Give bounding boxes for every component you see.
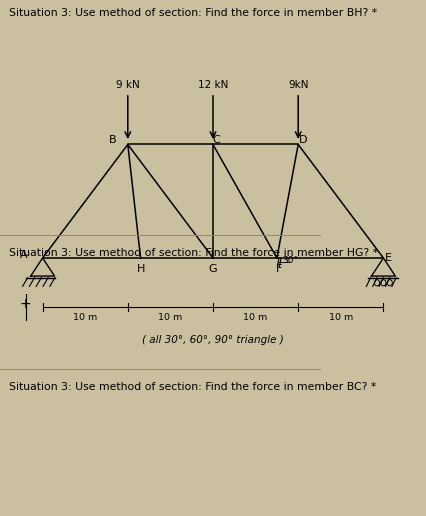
- Text: H: H: [137, 264, 146, 275]
- Text: Situation 3: Use method of section: Find the force in member HG? *: Situation 3: Use method of section: Find…: [9, 248, 377, 257]
- Text: B: B: [109, 135, 117, 146]
- Text: D: D: [299, 135, 308, 146]
- Text: E: E: [385, 253, 392, 263]
- Text: Situation 3: Use method of section: Find the force in member BH? *: Situation 3: Use method of section: Find…: [9, 8, 377, 18]
- Text: ( all 30°, 60°, 90° triangle ): ( all 30°, 60°, 90° triangle ): [142, 335, 284, 345]
- Text: F: F: [276, 264, 282, 275]
- Text: +: +: [20, 297, 32, 312]
- Text: A: A: [20, 250, 27, 261]
- Text: G: G: [209, 264, 217, 275]
- Text: 10 m: 10 m: [73, 313, 97, 322]
- Text: C: C: [213, 135, 220, 146]
- Text: 10 m: 10 m: [244, 313, 268, 322]
- Text: 10 m: 10 m: [329, 313, 353, 322]
- Text: 9kN: 9kN: [288, 80, 308, 90]
- Text: 12 kN: 12 kN: [198, 80, 228, 90]
- Text: 9 kN: 9 kN: [116, 80, 140, 90]
- Text: 10 m: 10 m: [158, 313, 182, 322]
- Text: Situation 3: Use method of section: Find the force in member BC? *: Situation 3: Use method of section: Find…: [9, 382, 376, 392]
- Text: 30°: 30°: [282, 256, 298, 265]
